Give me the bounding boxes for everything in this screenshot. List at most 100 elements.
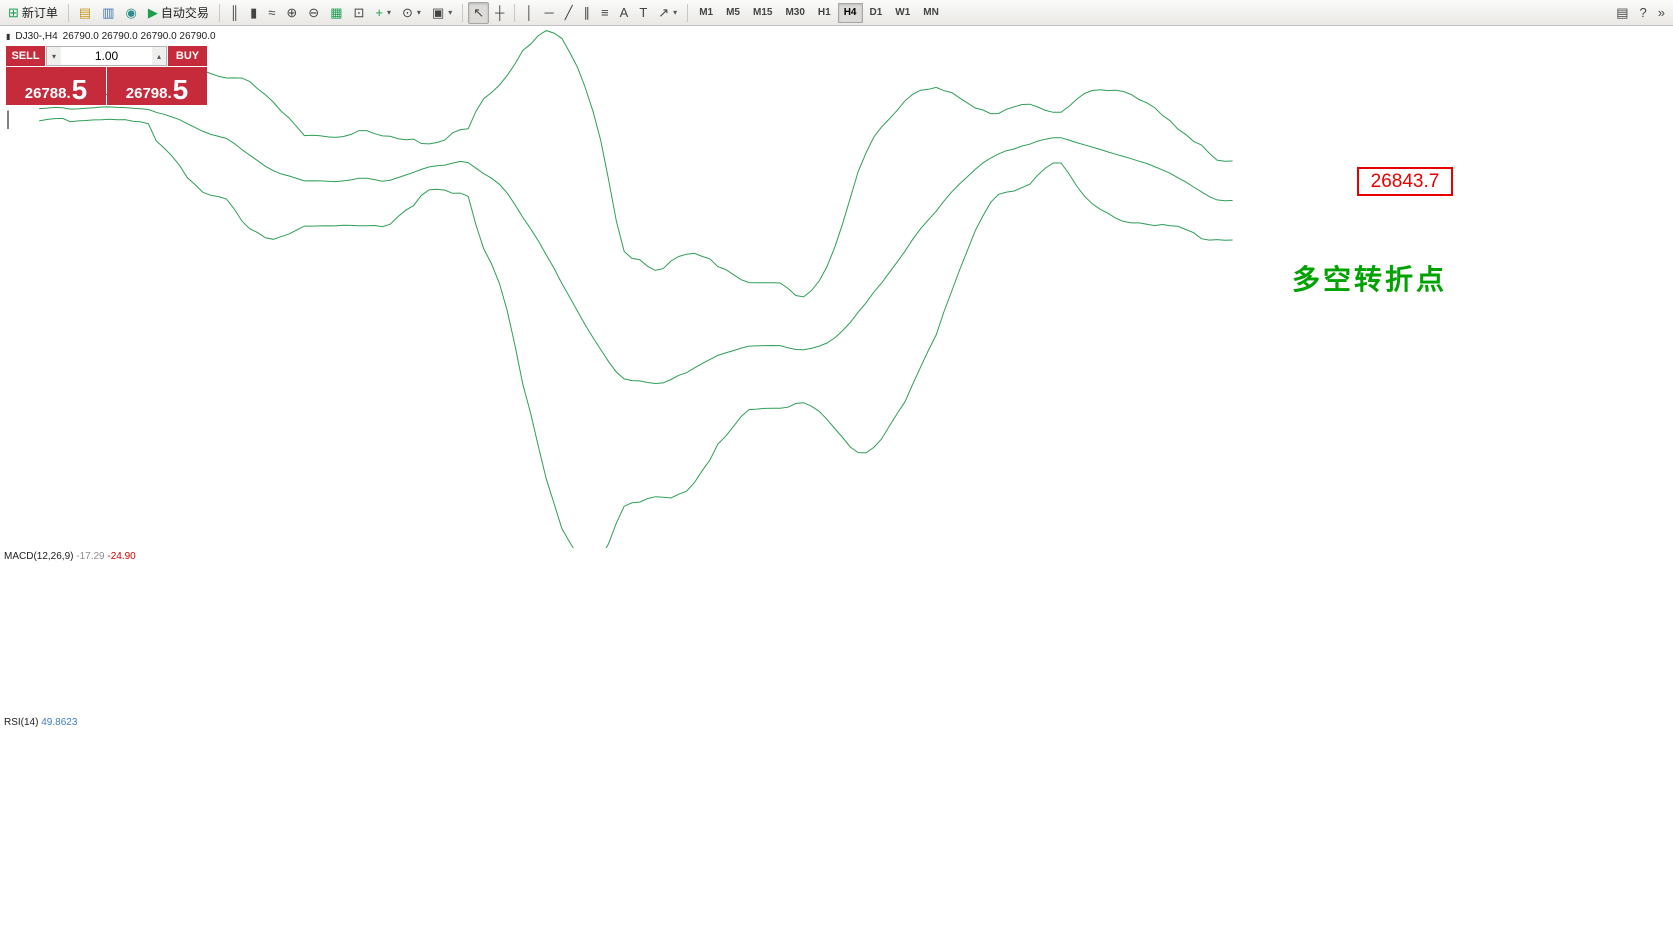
symbol-period: DJ30-,H4 [15, 31, 58, 42]
horizontal-line-button[interactable]: ─ [540, 2, 559, 24]
volume-stepper: ▾ ▴ [46, 46, 167, 66]
volume-up-button[interactable]: ▴ [152, 47, 166, 65]
horizontal-line-icon: ─ [544, 5, 554, 20]
timeframe-d1[interactable]: D1 [864, 3, 889, 23]
toolbar-overflow-icon: » [1657, 5, 1665, 20]
channel-button[interactable]: ∥ [579, 2, 596, 24]
trendline-button[interactable]: ╱ [560, 2, 578, 24]
navigator-button[interactable]: ◉ [121, 2, 142, 24]
fibonacci-button[interactable]: ≡ [596, 2, 614, 24]
bar-chart-button[interactable]: ║ [225, 2, 244, 24]
trendline-icon: ╱ [564, 5, 573, 20]
timeframe-m30[interactable]: M30 [779, 3, 810, 23]
clock-icon: ⊙ [402, 5, 413, 20]
timeframe-w1[interactable]: W1 [889, 3, 916, 23]
crosshair-button[interactable]: ┼ [490, 2, 509, 24]
crosshair-icon: ┼ [495, 5, 505, 20]
toolbar-separator [67, 3, 69, 22]
new-order-icon: ⊞ [8, 5, 19, 20]
fibonacci-icon: ≡ [601, 5, 609, 20]
bid-price[interactable]: 26788. 5 [6, 67, 106, 105]
tile-windows-button[interactable]: ⊡ [349, 2, 370, 24]
grid-button[interactable]: ▦ [325, 2, 347, 24]
chart-header: ▮ DJ30-,H4 26790.0 26790.0 26790.0 26790… [6, 31, 216, 42]
symbol-icon: ▮ [6, 32, 11, 41]
vertical-line-button[interactable]: │ [520, 2, 538, 24]
new-order-button[interactable]: ⊞ 新订单 [3, 2, 63, 24]
ask-price[interactable]: 26798. 5 [107, 67, 207, 105]
new-order-label: 新订单 [21, 6, 58, 20]
chevron-down-icon: ▾ [387, 8, 392, 17]
rsi-value: 49.8623 [41, 717, 78, 728]
chevron-down-icon: ▾ [448, 8, 453, 17]
text-label-button[interactable]: T [634, 2, 652, 24]
cursor-icon: ↖ [473, 5, 485, 20]
macd-name: MACD(12,26,9) [4, 551, 74, 562]
channel-icon: ∥ [583, 5, 591, 20]
chevron-down-icon: ▾ [416, 8, 421, 17]
volume-down-button[interactable]: ▾ [47, 47, 61, 65]
cursor-button[interactable]: ↖ [468, 1, 490, 24]
ask-price-int: 26798. [125, 84, 172, 102]
toolbar: ⊞ 新订单 ▤ ▥ ◉ ▶ 自动交易 ║ ▮ ≈ ⊕ ⊖ ▦ ⊡ + ▾ ⊙ ▾ ▣… [0, 0, 1673, 26]
timeframe-h4[interactable]: H4 [837, 2, 863, 23]
toolbar-separator [218, 3, 220, 22]
line-chart-icon: ≈ [268, 5, 276, 20]
timeframe-m1[interactable]: M1 [693, 3, 719, 23]
sell-button[interactable]: SELL [6, 46, 45, 66]
indicators-button[interactable]: + ▾ [370, 2, 396, 24]
candle-chart-button[interactable]: ▮ [245, 2, 262, 24]
bar-chart-icon: ║ [229, 5, 240, 20]
text-button[interactable]: A [615, 2, 634, 24]
timeframe-mn[interactable]: MN [917, 3, 945, 23]
arrow-icon: ↗ [658, 5, 670, 20]
grid-icon: ▦ [330, 5, 343, 20]
help-button[interactable]: ? [1635, 2, 1652, 24]
zoom-out-icon: ⊖ [308, 5, 320, 20]
macd-main-value: -17.29 [76, 551, 105, 562]
timeframe-m5[interactable]: M5 [720, 3, 746, 23]
zoom-out-button[interactable]: ⊖ [303, 2, 324, 24]
volume-input[interactable] [61, 47, 152, 65]
line-chart-button[interactable]: ≈ [263, 2, 280, 24]
toolbar-separator [462, 3, 464, 22]
price-callout[interactable]: 26843.7 [1357, 167, 1453, 196]
autotrading-icon: ▶ [147, 5, 158, 20]
data-window-icon: ▥ [102, 5, 115, 20]
rsi-label: RSI(14) 49.8623 [4, 717, 77, 728]
arrows-button[interactable]: ↗ ▾ [653, 2, 682, 24]
market-watch-icon: ▤ [78, 5, 92, 20]
chevron-down-icon: ▾ [673, 8, 678, 17]
bid-price-pip: 5 [71, 74, 88, 106]
ohlc-values: 26790.0 26790.0 26790.0 26790.0 [62, 31, 216, 42]
macd-signal-value: -24.90 [107, 551, 136, 562]
toolbar-overflow-button[interactable]: » [1653, 2, 1670, 24]
template-icon: ▣ [431, 5, 445, 20]
bid-price-int: 26788. [24, 84, 71, 102]
timeframe-h1[interactable]: H1 [812, 3, 837, 23]
turning-point-note[interactable]: 多空转折点 [1292, 264, 1448, 295]
bollinger-bands [39, 30, 1233, 548]
toolbar-separator [514, 3, 516, 22]
indicators-icon: + [375, 5, 383, 20]
one-click-trading-panel: SELL ▾ ▴ BUY 26788. 5 26798. 5 [6, 46, 207, 105]
data-window-button[interactable]: ▥ [97, 2, 119, 24]
autotrading-label: 自动交易 [160, 6, 209, 20]
candle-chart-icon: ▮ [250, 5, 258, 20]
quotes-button[interactable]: ▤ [1611, 2, 1633, 24]
zoom-in-icon: ⊕ [286, 5, 298, 20]
market-watch-button[interactable]: ▤ [74, 2, 96, 24]
periods-button[interactable]: ⊙ ▾ [397, 2, 426, 24]
quotes-icon: ▤ [1616, 5, 1629, 20]
timeframe-m15[interactable]: M15 [747, 3, 778, 23]
autotrading-button[interactable]: ▶ 自动交易 [143, 2, 214, 24]
buy-button[interactable]: BUY [168, 46, 207, 66]
templates-button[interactable]: ▣ ▾ [427, 2, 457, 24]
tile-windows-icon: ⊡ [353, 5, 365, 20]
zoom-in-button[interactable]: ⊕ [281, 2, 302, 24]
toolbar-separator [687, 3, 689, 22]
macd-label: MACD(12,26,9) -17.29 -24.90 [4, 551, 136, 562]
vertical-line-icon: │ [525, 5, 534, 20]
